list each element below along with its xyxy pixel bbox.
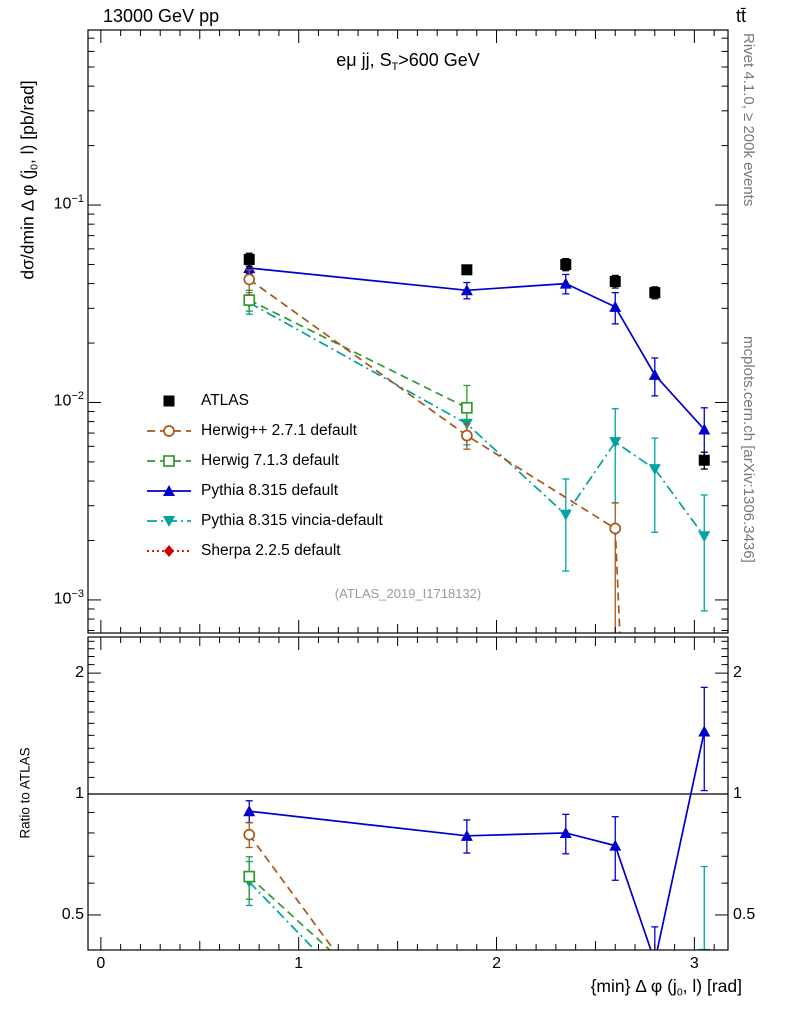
sherpa-2-2-5-default-marker-icon xyxy=(147,545,191,557)
legend-item-label: Pythia 8.315 default xyxy=(201,482,339,499)
herwig-7-1-3-default-marker-icon xyxy=(147,455,191,467)
legend: ATLAS Herwig++ 2.7.1 default Herwig 7.1.3 … xyxy=(146,386,383,566)
plot-title: eμ jj, ST>600 GeV xyxy=(88,50,728,73)
pythia-8-315-default-marker-icon xyxy=(147,485,191,496)
main-y-tick-label: 10−3 xyxy=(53,587,84,608)
ratio-y-tick-label-right: 0.5 xyxy=(733,905,756,923)
axis-ticks xyxy=(88,30,728,950)
herwig-2-7-1-default-marker-icon xyxy=(147,425,191,437)
legend-item-pythia-8-315-default: Pythia 8.315 default xyxy=(146,476,383,506)
legend-item-label: Herwig 7.1.3 default xyxy=(201,452,339,469)
series-ratio-herwig-7-1-3-default xyxy=(243,856,332,950)
legend-item-label: Pythia 8.315 vincia-default xyxy=(201,512,383,529)
main-panel-frame xyxy=(87,29,729,634)
plot-title-sub: T xyxy=(391,60,399,73)
beam-energy-label: 13000 GeV pp xyxy=(103,6,220,26)
ratio-panel-frame xyxy=(87,636,729,951)
ratio-y-tick-label-right: 2 xyxy=(733,664,742,682)
pythia-8-315-vincia-default-marker-icon xyxy=(147,516,191,527)
analysis-id-watermark: (ATLAS_2019_I1718132) xyxy=(334,586,482,601)
process-label: tt̄ xyxy=(736,6,747,26)
legend-item-label: Sherpa 2.2.5 default xyxy=(201,542,341,559)
series-main-atlas xyxy=(243,252,710,470)
main-y-tick-label: 10−2 xyxy=(53,390,84,410)
series-main-herwig-2-7-1-default xyxy=(243,269,622,633)
ratio-y-axis-label: Ratio to ATLAS xyxy=(17,747,33,839)
plot-title-pre: eμ jj, S xyxy=(336,50,392,70)
x-tick-label: 0 xyxy=(96,955,106,972)
mcplots-reference-note: mcplots.cern.ch [arXiv:1306.3436] xyxy=(740,336,757,563)
legend-item-herwig-2-7-1-default: Herwig++ 2.7.1 default xyxy=(146,416,383,446)
legend-item-pythia-8-315-vincia-default: Pythia 8.315 vincia-default xyxy=(146,506,383,536)
legend-item-label: ATLAS xyxy=(201,392,249,409)
atlas-marker-icon xyxy=(163,395,175,407)
ratio-y-tick-label-right: 1 xyxy=(733,785,742,803)
series-ratio-herwig-2-7-1-default xyxy=(243,821,335,950)
series-ratio-pythia-8-315-default xyxy=(243,686,711,950)
ratio-y-tick-label-left: 2 xyxy=(75,664,84,682)
main-y-tick-label: 10−1 xyxy=(53,193,84,213)
legend-item-herwig-7-1-3-default: Herwig 7.1.3 default xyxy=(146,446,383,476)
legend-item-label: Herwig++ 2.7.1 default xyxy=(201,422,357,439)
x-tick-label: 3 xyxy=(689,955,699,972)
plot-title-post: >600 GeV xyxy=(398,50,480,70)
ratio-y-tick-label-left: 1 xyxy=(75,785,84,803)
ratio-y-tick-label-left: 0.5 xyxy=(61,905,84,923)
main-y-axis-label: dσ/dmin Δ φ (j0, l) [pb/rad] xyxy=(17,80,41,280)
series-ratio-pythia-8-315-vincia-default xyxy=(243,860,711,950)
x-tick-label: 1 xyxy=(294,955,304,972)
x-axis-label: {min} Δ φ (j0, l) [rad] xyxy=(590,976,742,999)
x-tick-label: 2 xyxy=(492,955,501,972)
rivet-version-note: Rivet 4.1.0, ≥ 200k events xyxy=(740,33,757,207)
legend-item-sherpa-2-2-5-default: Sherpa 2.2.5 default xyxy=(146,536,383,566)
legend-item-atlas: ATLAS xyxy=(146,386,383,416)
